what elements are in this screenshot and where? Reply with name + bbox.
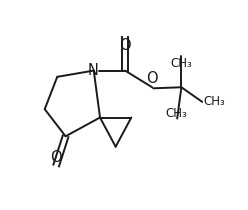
Text: CH₃: CH₃ bbox=[170, 57, 192, 70]
Text: N: N bbox=[87, 63, 98, 78]
Text: CH₃: CH₃ bbox=[165, 107, 187, 120]
Text: O: O bbox=[119, 38, 131, 53]
Text: O: O bbox=[146, 71, 158, 86]
Text: CH₃: CH₃ bbox=[203, 95, 225, 108]
Text: O: O bbox=[50, 150, 62, 165]
